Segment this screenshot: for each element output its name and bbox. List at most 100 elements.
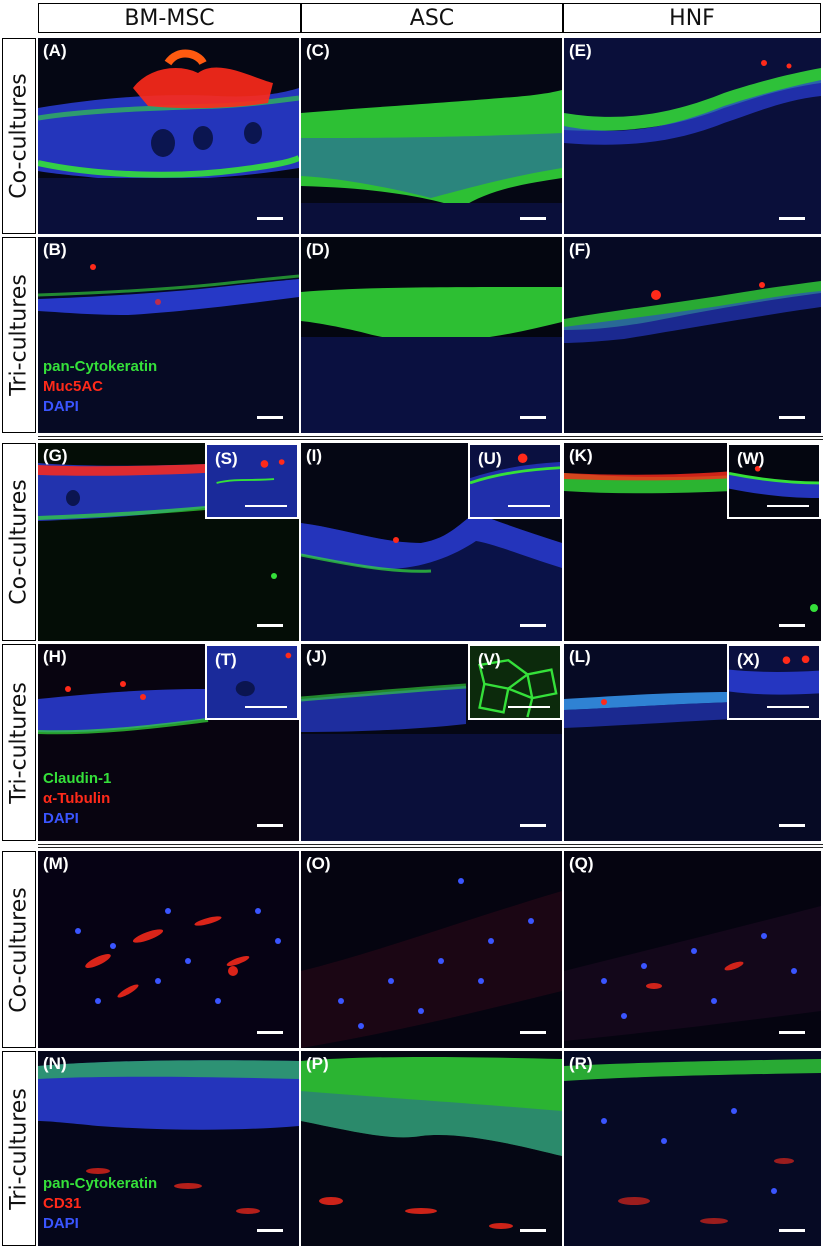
micrograph-panel-d: (D) <box>301 237 562 433</box>
micrograph-panel-k: (K) (W) <box>564 443 821 641</box>
scale-bar <box>779 1229 805 1232</box>
micrograph-panel-o: (O) <box>301 851 562 1048</box>
micrograph-panel-j: (J) (V) <box>301 644 562 841</box>
scale-bar <box>520 217 546 220</box>
panel-label: (K) <box>569 446 593 465</box>
scale-bar <box>520 624 546 627</box>
scale-bar <box>779 624 805 627</box>
panel-label: (H) <box>43 647 67 666</box>
column-header-hnf: HNF <box>563 3 821 33</box>
panel-label: (N) <box>43 1054 67 1073</box>
row-label-text: Tri-cultures <box>6 1087 32 1210</box>
panel-label: (I) <box>306 446 323 465</box>
panel-label: (F) <box>569 240 591 259</box>
legend-green: Claudin-1 <box>43 770 112 787</box>
micrograph-panel-l: (L) (X) <box>564 644 821 841</box>
micrograph-image <box>38 1051 299 1246</box>
panel-label: (R) <box>569 1054 593 1073</box>
panel-label: (P) <box>306 1054 329 1073</box>
panel-label: (O) <box>306 854 331 873</box>
row-label-text: Co-cultures <box>6 73 32 199</box>
legend-red: Muc5AC <box>43 378 104 395</box>
legend-red: α-Tubulin <box>43 790 111 807</box>
inset-label: (X) <box>737 650 760 669</box>
panel-label: (G) <box>43 446 68 465</box>
panel-label: (A) <box>43 41 67 60</box>
scale-bar <box>767 706 809 708</box>
legend-blue: DAPI <box>43 810 79 827</box>
panel-label: (B) <box>43 240 67 259</box>
scale-bar <box>520 1031 546 1034</box>
scale-bar <box>520 1229 546 1232</box>
panel-label: (D) <box>306 240 330 259</box>
micrograph-panel-c: (C) <box>301 38 562 234</box>
micrograph-image <box>38 237 299 433</box>
inset-label: (T) <box>215 650 237 669</box>
inset-s: (S) <box>205 443 299 519</box>
group-separator <box>38 844 823 848</box>
micrograph-panel-f: (F) <box>564 237 821 433</box>
micrograph-panel-p: (P) <box>301 1051 562 1246</box>
stain-legend: Claudin-1 α-Tubulin DAPI <box>43 769 111 829</box>
micrograph-panel-n: (N) pan-Cytokeratin CD31 DAPI <box>38 1051 299 1246</box>
inset-label: (S) <box>215 449 238 468</box>
panel-label: (E) <box>569 41 592 60</box>
scale-bar <box>767 505 809 507</box>
scale-bar <box>779 416 805 419</box>
micrograph-image <box>301 1051 562 1246</box>
row-label-co-3: Co-cultures <box>2 851 36 1048</box>
micrograph-panel-a: (A) <box>38 38 299 234</box>
micrograph-image <box>564 851 821 1048</box>
micrograph-panel-r: (R) <box>564 1051 821 1246</box>
panel-label: (L) <box>569 647 591 666</box>
scale-bar <box>257 1229 283 1232</box>
inset-u: (U) <box>468 443 562 519</box>
scale-bar <box>257 824 283 827</box>
legend-blue: DAPI <box>43 1215 79 1232</box>
micrograph-image <box>38 49 299 234</box>
micrograph-image <box>301 443 562 641</box>
inset-w: (W) <box>727 443 821 519</box>
column-header-bm-msc: BM-MSC <box>38 3 301 33</box>
scale-bar <box>779 217 805 220</box>
group-separator <box>38 436 823 440</box>
micrograph-image <box>564 38 821 234</box>
inset-label: (W) <box>737 449 765 468</box>
micrograph-panel-g: (G) (S) <box>38 443 299 641</box>
scale-bar <box>257 624 283 627</box>
legend-green: pan-Cytokeratin <box>43 358 158 375</box>
stain-legend: pan-Cytokeratin CD31 DAPI <box>43 1174 157 1234</box>
scale-bar <box>257 1031 283 1034</box>
scale-bar <box>508 505 550 507</box>
row-label-tri-2: Tri-cultures <box>2 644 36 841</box>
stain-legend: pan-Cytokeratin Muc5AC DAPI <box>43 357 157 417</box>
legend-red: CD31 <box>43 1195 82 1212</box>
micrograph-panel-h: (H) (T) Claudin-1 α-Tubulin DAPI <box>38 644 299 841</box>
row-label-co-1: Co-cultures <box>2 38 36 234</box>
micrograph-panel-b: (B) pan-Cytokeratin Muc5AC DAPI <box>38 237 299 433</box>
panel-label: (J) <box>306 647 327 666</box>
row-label-tri-3: Tri-cultures <box>2 1051 36 1246</box>
micrograph-panel-e: (E) <box>564 38 821 234</box>
panel-label: (C) <box>306 41 330 60</box>
micrograph-image <box>564 237 821 433</box>
micrograph-image <box>301 38 562 234</box>
micrograph-image <box>564 1051 821 1246</box>
micrograph-panel-m: (M) <box>38 851 299 1048</box>
micrograph-panel-q: (Q) <box>564 851 821 1048</box>
legend-green: pan-Cytokeratin <box>43 1175 158 1192</box>
micrograph-image <box>301 851 562 1048</box>
scale-bar <box>257 416 283 419</box>
scale-bar <box>245 505 287 507</box>
micrograph-panel-i: (I) (U) <box>301 443 562 641</box>
row-label-text: Tri-cultures <box>6 274 32 396</box>
scale-bar <box>257 217 283 220</box>
micrograph-image <box>301 237 562 433</box>
column-header-asc: ASC <box>301 3 563 33</box>
row-label-text: Co-cultures <box>6 886 32 1013</box>
inset-label: (U) <box>478 449 502 468</box>
micrograph-image <box>38 851 299 1048</box>
panel-label: (M) <box>43 854 69 873</box>
scale-bar <box>508 706 550 708</box>
scale-bar <box>520 824 546 827</box>
